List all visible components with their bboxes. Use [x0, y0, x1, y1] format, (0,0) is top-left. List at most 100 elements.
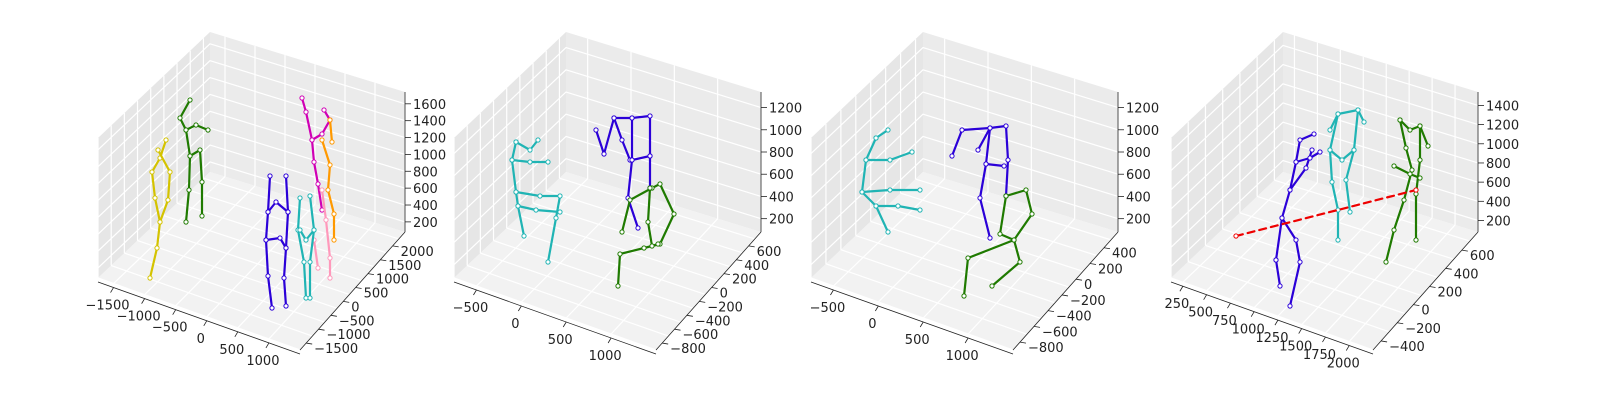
y-tick-label: 200	[1098, 262, 1123, 277]
z-tick-label: 200	[769, 213, 794, 228]
skeleton-joint	[533, 207, 539, 213]
y-tick	[1019, 341, 1027, 344]
skeleton-joint	[645, 219, 651, 225]
x-tick-label: −500	[810, 301, 846, 316]
y-tick-label: −800	[1028, 341, 1064, 356]
y-tick	[1033, 326, 1041, 328]
z-tick-label: 800	[413, 165, 438, 180]
y-tick-label: −500	[339, 314, 375, 329]
skeleton-joint	[917, 187, 923, 193]
skeleton-joint	[509, 157, 515, 163]
y-axis-line	[1012, 231, 1119, 351]
grid-line	[810, 135, 1119, 243]
skeleton-joint	[527, 159, 533, 165]
x-tick	[1227, 302, 1231, 309]
skeleton-joint	[299, 95, 305, 101]
skeleton-joint	[327, 162, 333, 168]
y-tick-label: −200	[1405, 322, 1441, 337]
y-tick	[392, 245, 399, 248]
skeleton-joint	[283, 245, 289, 251]
x-tick-label: 500	[905, 333, 930, 348]
skeleton-joint	[303, 109, 309, 115]
pane-floor	[811, 172, 1118, 350]
z-tick-label: 1000	[769, 124, 802, 139]
skeleton-joint	[1413, 237, 1419, 243]
grid-line	[1229, 189, 1341, 300]
grid-line	[97, 93, 406, 201]
grid-line	[1256, 195, 1454, 260]
skeleton-joint	[321, 107, 327, 113]
z-tick-label: 1200	[769, 102, 802, 117]
skeleton-bone	[626, 116, 640, 230]
y-tick-label: 600	[757, 245, 782, 260]
skeleton-joint	[629, 157, 635, 163]
y-axis-line	[655, 231, 762, 351]
skeleton-joint	[307, 259, 313, 265]
grid-line	[203, 177, 400, 240]
skeleton-joint	[327, 255, 333, 261]
y-tick	[380, 259, 387, 262]
skeleton-joint	[1287, 187, 1293, 193]
skeleton-joint	[1023, 187, 1029, 193]
skeleton-joint	[1329, 179, 1335, 185]
y-tick	[306, 342, 313, 345]
skeleton-bone	[990, 188, 1034, 288]
skeleton-joint	[647, 113, 653, 119]
grid-line	[1170, 44, 1479, 152]
y-tick-label: 400	[1454, 267, 1479, 282]
skeleton-joint	[649, 243, 655, 249]
skeleton-joint	[647, 153, 653, 159]
grid-line	[855, 235, 1056, 304]
skeleton-joint	[641, 245, 647, 251]
grid-line	[1170, 63, 1479, 172]
y-tick-label: 200	[1438, 285, 1463, 300]
skeleton-joint	[157, 219, 163, 225]
x-tick	[1203, 294, 1207, 300]
skeleton-joint	[601, 151, 607, 157]
grid-line	[810, 157, 1119, 266]
x-tick	[1345, 345, 1350, 351]
skeleton-joint	[885, 229, 891, 235]
grid-line	[1170, 83, 1479, 191]
grid-line	[453, 135, 762, 243]
z-tick-label: 1600	[413, 98, 446, 113]
y-tick-label: 200	[732, 273, 757, 288]
skeleton-joint	[1297, 259, 1303, 265]
skeleton-joint	[615, 283, 621, 289]
skeleton-joint	[163, 137, 169, 143]
skeleton-joint	[1011, 237, 1017, 243]
skeleton-joint	[611, 115, 617, 121]
grid-line	[476, 178, 589, 287]
z-tick-label: 400	[1486, 195, 1511, 210]
y-tick	[662, 342, 669, 345]
panel-1: −1500−1000−50005001000−1500−1000−5000500…	[86, 32, 446, 369]
y-tick-label: −200	[707, 300, 743, 315]
skeleton-joint	[297, 195, 303, 201]
y-tick	[748, 245, 755, 248]
skeleton-joint	[319, 137, 325, 143]
z-tick-label: 1000	[1126, 124, 1159, 139]
y-tick-label: −800	[670, 342, 706, 357]
skeleton-joint	[315, 181, 321, 187]
grid-line	[825, 263, 1028, 335]
skeleton-joint	[657, 181, 663, 187]
y-tick	[355, 287, 362, 289]
skeleton-joint	[873, 135, 879, 141]
skeleton-joint	[187, 97, 193, 103]
skeleton-joint	[165, 197, 171, 203]
pane-left	[98, 32, 210, 278]
skeleton-joint	[545, 259, 551, 265]
skeleton-joint	[323, 217, 329, 223]
y-tick	[1429, 286, 1436, 288]
skeleton-joint	[627, 197, 633, 203]
y-tick-label: −1000	[327, 328, 371, 343]
skeleton-bone	[978, 126, 992, 240]
x-tick-label: 1000	[1232, 323, 1265, 338]
y-tick-label: −400	[695, 314, 731, 329]
skeleton-joint	[327, 117, 333, 123]
skeleton-joint	[1407, 127, 1413, 133]
grid-line	[900, 192, 1098, 257]
z-tick-label: 400	[413, 199, 438, 214]
grid-line	[97, 144, 406, 252]
y-tick-label: 400	[1112, 247, 1137, 262]
